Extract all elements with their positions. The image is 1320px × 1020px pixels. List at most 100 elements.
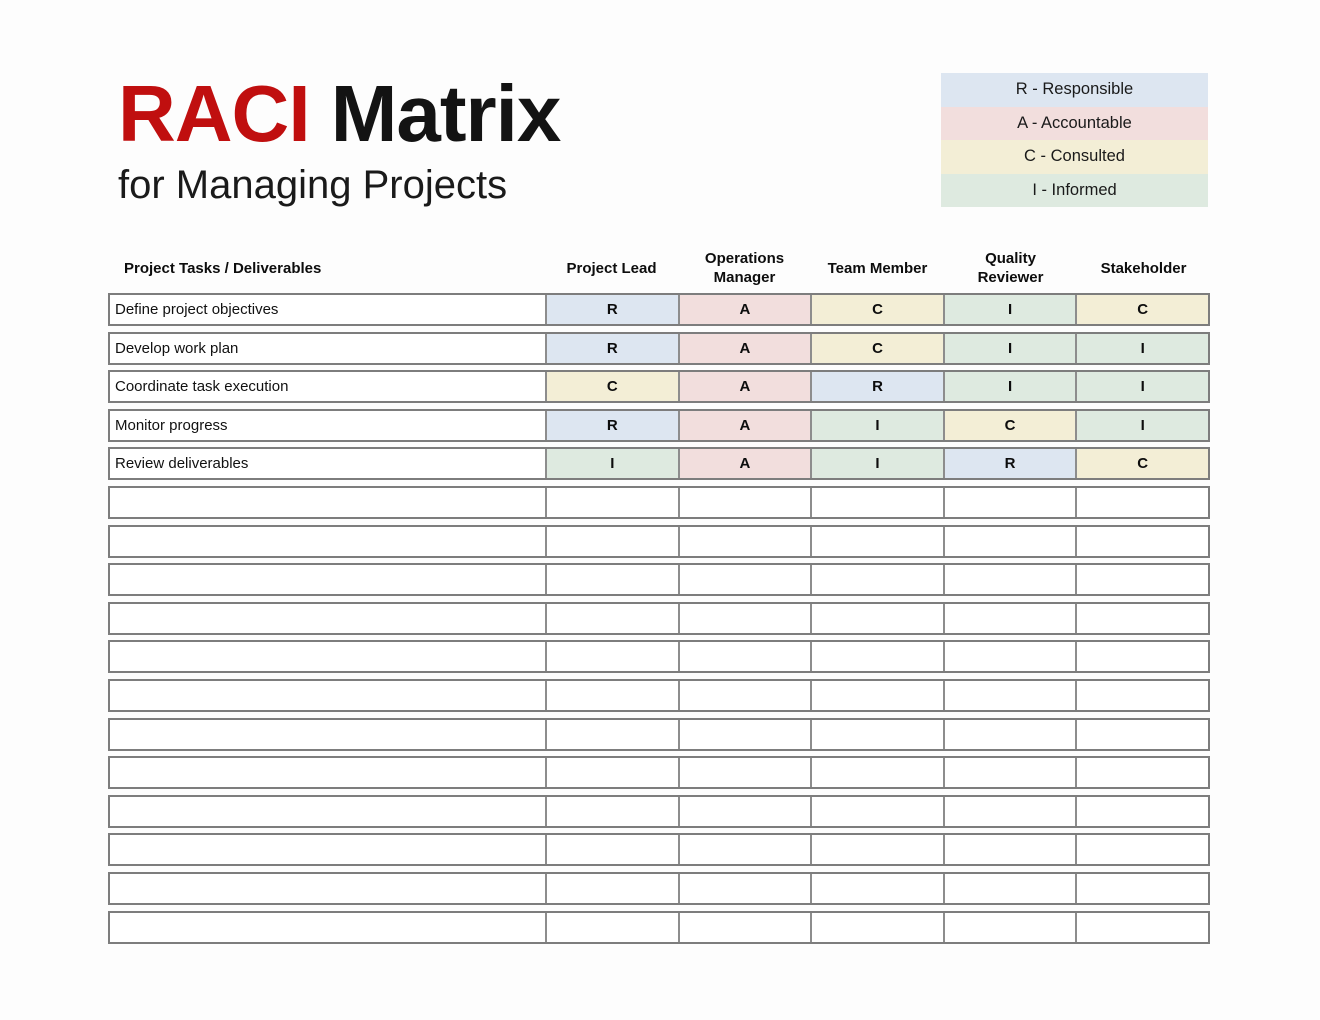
empty-task-cell[interactable] xyxy=(110,565,545,594)
empty-raci-cell[interactable] xyxy=(942,487,1076,517)
empty-raci-cell[interactable] xyxy=(810,835,943,865)
raci-cell-C[interactable]: C xyxy=(810,333,943,363)
empty-raci-cell[interactable] xyxy=(677,603,811,633)
empty-raci-cell[interactable] xyxy=(810,912,943,942)
raci-cell-A[interactable]: A xyxy=(677,372,811,402)
raci-cell-I[interactable]: I xyxy=(545,449,678,479)
empty-raci-cell[interactable] xyxy=(1075,680,1208,710)
empty-raci-cell[interactable] xyxy=(1075,642,1208,672)
empty-raci-cell[interactable] xyxy=(545,912,678,942)
empty-raci-cell[interactable] xyxy=(810,719,943,749)
empty-raci-cell[interactable] xyxy=(1075,565,1208,595)
empty-raci-cell[interactable] xyxy=(1075,603,1208,633)
empty-raci-cell[interactable] xyxy=(545,680,678,710)
empty-raci-cell[interactable] xyxy=(677,835,811,865)
empty-raci-cell[interactable] xyxy=(677,565,811,595)
empty-raci-cell[interactable] xyxy=(942,526,1076,556)
raci-cell-R[interactable]: R xyxy=(810,372,943,402)
empty-raci-cell[interactable] xyxy=(810,526,943,556)
raci-cell-I[interactable]: I xyxy=(942,333,1076,363)
empty-raci-cell[interactable] xyxy=(677,487,811,517)
raci-cell-R[interactable]: R xyxy=(545,410,678,440)
raci-cell-C[interactable]: C xyxy=(1075,449,1208,479)
raci-cell-R[interactable]: R xyxy=(545,333,678,363)
empty-task-cell[interactable] xyxy=(110,758,545,787)
empty-raci-cell[interactable] xyxy=(942,912,1076,942)
empty-raci-cell[interactable] xyxy=(942,642,1076,672)
empty-raci-cell[interactable] xyxy=(545,873,678,903)
empty-raci-cell[interactable] xyxy=(942,565,1076,595)
empty-raci-cell[interactable] xyxy=(545,758,678,788)
empty-raci-cell[interactable] xyxy=(1075,526,1208,556)
raci-cell-A[interactable]: A xyxy=(677,333,811,363)
empty-raci-cell[interactable] xyxy=(942,796,1076,826)
empty-raci-cell[interactable] xyxy=(1075,796,1208,826)
empty-raci-cell[interactable] xyxy=(545,835,678,865)
raci-cell-I[interactable]: I xyxy=(810,449,943,479)
task-cell[interactable]: Review deliverables xyxy=(115,455,249,473)
empty-raci-cell[interactable] xyxy=(1075,873,1208,903)
empty-raci-cell[interactable] xyxy=(810,642,943,672)
empty-raci-cell[interactable] xyxy=(810,796,943,826)
raci-cell-C[interactable]: C xyxy=(1075,295,1208,324)
empty-raci-cell[interactable] xyxy=(677,526,811,556)
empty-task-cell[interactable] xyxy=(110,797,545,826)
raci-cell-I[interactable]: I xyxy=(942,295,1076,324)
empty-raci-cell[interactable] xyxy=(677,758,811,788)
empty-raci-cell[interactable] xyxy=(1075,719,1208,749)
empty-raci-cell[interactable] xyxy=(942,680,1076,710)
empty-raci-cell[interactable] xyxy=(1075,835,1208,865)
empty-raci-cell[interactable] xyxy=(677,796,811,826)
empty-raci-cell[interactable] xyxy=(545,603,678,633)
empty-raci-cell[interactable] xyxy=(942,603,1076,633)
raci-cell-C[interactable]: C xyxy=(545,372,678,402)
empty-task-cell[interactable] xyxy=(110,720,545,749)
empty-raci-cell[interactable] xyxy=(545,796,678,826)
raci-cell-I[interactable]: I xyxy=(1075,333,1208,363)
empty-task-cell[interactable] xyxy=(110,527,545,556)
empty-raci-cell[interactable] xyxy=(545,487,678,517)
raci-cell-I[interactable]: I xyxy=(1075,410,1208,440)
empty-raci-cell[interactable] xyxy=(545,526,678,556)
raci-cell-A[interactable]: A xyxy=(677,410,811,440)
empty-raci-cell[interactable] xyxy=(810,603,943,633)
empty-raci-cell[interactable] xyxy=(1075,912,1208,942)
empty-task-cell[interactable] xyxy=(110,681,545,710)
empty-raci-cell[interactable] xyxy=(677,719,811,749)
empty-raci-cell[interactable] xyxy=(942,758,1076,788)
empty-raci-cell[interactable] xyxy=(942,719,1076,749)
empty-task-cell[interactable] xyxy=(110,604,545,633)
empty-raci-cell[interactable] xyxy=(677,912,811,942)
empty-raci-cell[interactable] xyxy=(810,873,943,903)
raci-cell-A[interactable]: A xyxy=(677,295,811,324)
empty-raci-cell[interactable] xyxy=(942,873,1076,903)
raci-cell-C[interactable]: C xyxy=(942,410,1076,440)
empty-raci-cell[interactable] xyxy=(677,873,811,903)
empty-raci-cell[interactable] xyxy=(677,680,811,710)
empty-raci-cell[interactable] xyxy=(545,565,678,595)
empty-task-cell[interactable] xyxy=(110,913,545,942)
raci-cell-I[interactable]: I xyxy=(1075,372,1208,402)
empty-raci-cell[interactable] xyxy=(545,719,678,749)
raci-cell-C[interactable]: C xyxy=(810,295,943,324)
empty-raci-cell[interactable] xyxy=(810,487,943,517)
raci-cell-R[interactable]: R xyxy=(942,449,1076,479)
raci-cell-I[interactable]: I xyxy=(810,410,943,440)
raci-cell-A[interactable]: A xyxy=(677,449,811,479)
empty-task-cell[interactable] xyxy=(110,488,545,517)
empty-raci-cell[interactable] xyxy=(1075,758,1208,788)
raci-cell-R[interactable]: R xyxy=(545,295,678,324)
empty-raci-cell[interactable] xyxy=(810,680,943,710)
empty-task-cell[interactable] xyxy=(110,642,545,671)
task-cell[interactable]: Develop work plan xyxy=(115,339,239,357)
task-cell[interactable]: Define project objectives xyxy=(115,301,279,318)
empty-raci-cell[interactable] xyxy=(545,642,678,672)
empty-task-cell[interactable] xyxy=(110,874,545,903)
empty-raci-cell[interactable] xyxy=(810,565,943,595)
task-cell[interactable]: Monitor progress xyxy=(115,416,228,434)
empty-raci-cell[interactable] xyxy=(1075,487,1208,517)
empty-raci-cell[interactable] xyxy=(810,758,943,788)
task-cell[interactable]: Coordinate task execution xyxy=(115,378,289,396)
empty-raci-cell[interactable] xyxy=(677,642,811,672)
empty-raci-cell[interactable] xyxy=(942,835,1076,865)
